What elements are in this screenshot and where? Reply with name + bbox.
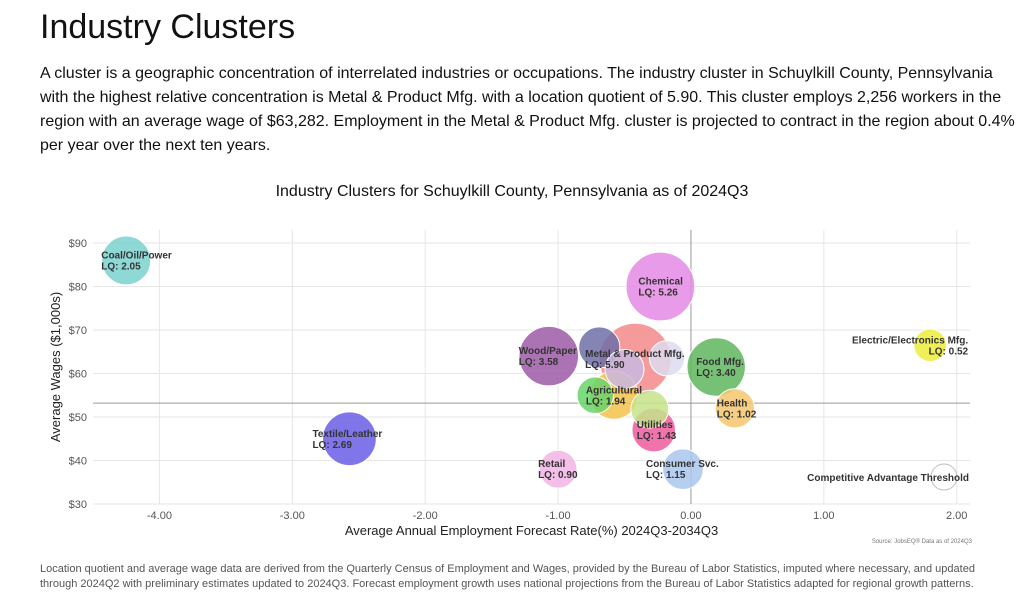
bubble-point: [576, 376, 615, 415]
y-axis-title: Average Wages ($1,000s): [48, 292, 63, 442]
bubble-lq-label: LQ: 0.90: [538, 470, 578, 481]
bubble-name-label: Consumer Svc.: [646, 459, 719, 470]
bubble-name-label: Food Mfg.: [696, 357, 744, 368]
bubble-name-label: Metal & Product Mfg.: [585, 349, 685, 360]
bubble-lq-label: LQ: 1.15: [646, 470, 686, 481]
chart-title: Industry Clusters for Schuylkill County,…: [275, 183, 749, 200]
bubble-point: [648, 340, 686, 377]
bubble-lq-label: LQ: 1.94: [586, 396, 626, 407]
bubble-point: [913, 328, 947, 363]
bubble-name-label: Coal/Oil/Power: [101, 250, 172, 261]
bubble-lq-label: LQ: 2.05: [101, 261, 141, 272]
x-tick-label: -2.00: [413, 510, 438, 522]
axis-ticks: $30 $40 $50 $60 $70 $80 $90 -4.00 -3.00 -2.00 -1.0…: [69, 238, 968, 522]
bubble-lq-label: LQ: 1.43: [637, 431, 677, 442]
bubble-name-label: Utilities: [637, 420, 674, 431]
x-axis-title: Average Annual Employment Forecast Rate(…: [345, 523, 718, 538]
bubble-name-label: Health: [717, 398, 748, 409]
bubble-point: [625, 251, 696, 322]
bubble-lq-label: LQ: 3.58: [519, 357, 559, 368]
y-tick-label: $50: [69, 412, 87, 424]
bubble-lq-label: LQ: 1.02: [717, 409, 757, 420]
bubble-point: [538, 449, 578, 489]
threshold-legend: Competitive Advantage Threshold: [807, 463, 969, 491]
bubble-name-label: Chemical: [638, 277, 683, 288]
x-tick-label: -3.00: [280, 510, 305, 522]
y-tick-label: $30: [69, 499, 87, 511]
threshold-circle: [930, 463, 958, 491]
bubble-point: [662, 448, 704, 491]
bubble-lq-label: LQ: 0.52: [929, 346, 969, 357]
bubble-series: [101, 235, 947, 491]
bubble-lq-label: LQ: 2.69: [312, 440, 352, 451]
bubble-lq-label: LQ: 5.90: [585, 360, 625, 371]
bubble-lq-label: LQ: 5.26: [638, 288, 678, 299]
bubble-name-label: Textile/Leather: [312, 429, 382, 440]
bubble-point: [322, 411, 377, 467]
x-tick-label: 0.00: [680, 510, 701, 522]
y-tick-label: $70: [69, 325, 87, 337]
threshold-label: Competitive Advantage Threshold: [807, 473, 969, 484]
y-tick-label: $40: [69, 456, 87, 468]
x-tick-label: -4.00: [147, 510, 172, 522]
x-tick-label: 2.00: [946, 510, 967, 522]
page-title: Industry Clusters: [40, 8, 296, 46]
y-tick-label: $90: [69, 238, 87, 250]
x-tick-label: 1.00: [813, 510, 834, 522]
bubble-name-label: Wood/Paper: [519, 346, 577, 357]
bubble-point: [714, 388, 755, 429]
y-tick-label: $60: [69, 369, 87, 381]
footer-note: Location quotient and average wage data …: [40, 563, 975, 590]
bubble-name-label: Agricultural: [586, 385, 642, 396]
y-tick-label: $80: [69, 282, 87, 294]
bubble-point: [686, 337, 746, 397]
bubble-point: [101, 235, 152, 286]
bubble-name-label: Retail: [538, 459, 565, 470]
intro-paragraph: A cluster is a geographic concentration …: [40, 65, 1015, 154]
source-note: Source: JobsEQ® Data as of 2024Q3: [872, 538, 973, 545]
bubble-name-label: Electric/Electronics Mfg.: [852, 335, 968, 346]
bubble-lq-label: LQ: 3.40: [696, 368, 736, 379]
x-tick-label: -1.00: [546, 510, 571, 522]
bubble-point: [518, 325, 580, 387]
bubble-point: [604, 349, 645, 390]
bubble-point: [630, 389, 670, 429]
